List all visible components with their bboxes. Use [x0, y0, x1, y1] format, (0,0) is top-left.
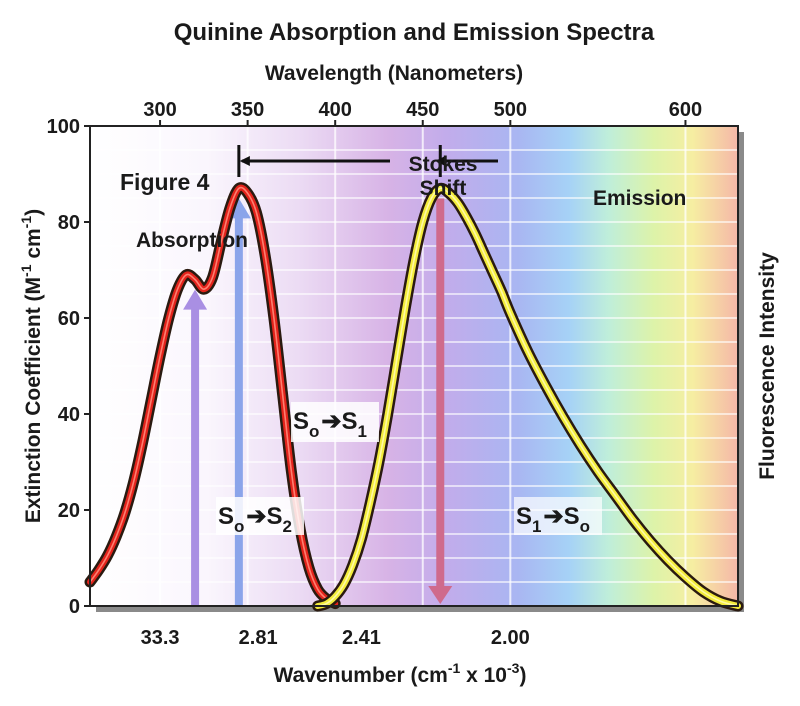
- top-tick-label: 300: [143, 99, 176, 121]
- arrow-head-s0-s2: [183, 289, 208, 310]
- grid: [90, 126, 738, 606]
- series-label-absorption: Absorption: [136, 229, 248, 252]
- bottom-tick-label: 2.81: [239, 627, 278, 649]
- label-bg: [216, 497, 304, 535]
- svg-text:S1➔So: S1➔So: [516, 503, 590, 536]
- bottom-tick-label: 2.41: [342, 627, 381, 649]
- top-tick-label: 450: [406, 99, 439, 121]
- top-tick-labels: 300 350 400 450 500 600: [143, 99, 702, 126]
- y-tick-label: 80: [58, 212, 80, 234]
- curve-highlight-emission: [317, 187, 739, 607]
- top-tick-label: 400: [319, 99, 352, 121]
- top-tick-label: 600: [669, 99, 702, 121]
- series-label-emission: Emission: [593, 187, 686, 210]
- label-s0-s2: So➔S2: [216, 497, 304, 536]
- chart-title: Quinine Absorption and Emission Spectra: [174, 19, 655, 46]
- y-tick-label: 100: [47, 116, 80, 138]
- y-tick-label: 40: [58, 404, 80, 426]
- stokes-label-line1: Stokes: [409, 153, 478, 176]
- plot-border: [89, 125, 739, 607]
- y-axis-label-right: Fluorescence Intensity: [756, 252, 779, 480]
- svg-text:So➔S1: So➔S1: [293, 408, 367, 441]
- label-bg: [291, 402, 379, 442]
- svg-text:So➔S2: So➔S2: [218, 503, 292, 536]
- stokes-shift-annotation: Stokes Shift: [237, 145, 498, 200]
- arrow-head-s1-s0: [428, 586, 453, 604]
- arrow-shaft-s0-s2: [191, 307, 200, 606]
- curve-highlight-absorption: [89, 186, 336, 605]
- top-axis-label: Wavelength (Nanometers): [265, 62, 523, 85]
- x-axis-label: Wavenumber (cm-1 x 10-3): [274, 660, 527, 687]
- y-tick-labels: 0 20 40 60 80 100: [47, 116, 90, 618]
- figure-label: Figure 4: [120, 169, 210, 195]
- y-tick-label: 0: [69, 596, 80, 618]
- label-bg: [514, 497, 602, 535]
- spectra-curves: [84, 182, 744, 612]
- bottom-tick-labels: 33.3 2.81 2.41 2.00: [141, 627, 530, 649]
- top-tick-label: 350: [231, 99, 264, 121]
- bottom-tick-label: 2.00: [491, 627, 530, 649]
- arrow-shaft-s1-s0: [436, 198, 445, 588]
- label-s0-s1: So➔S1: [291, 402, 379, 442]
- y-axis-label: Extinction Coefficient (M-1 cm-1): [18, 209, 45, 523]
- stokes-label-line2: Shift: [420, 177, 467, 200]
- y-tick-label: 20: [58, 500, 80, 522]
- y-tick-label: 60: [58, 308, 80, 330]
- bottom-tick-label: 33.3: [141, 627, 180, 649]
- label-s1-s0: S1➔So: [514, 497, 602, 536]
- top-tick-label: 500: [494, 99, 527, 121]
- arrow-shaft-s0-s1: [234, 216, 243, 606]
